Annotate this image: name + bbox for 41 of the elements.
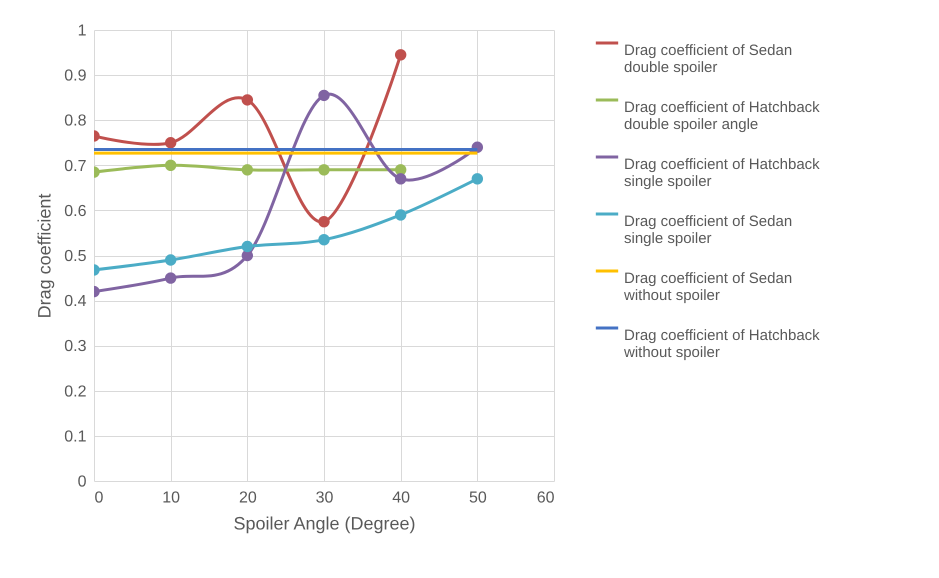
y-tick-label: 0.8 bbox=[64, 112, 87, 130]
point bbox=[242, 240, 254, 252]
legend-label: Drag coefficient of Sedan double spoiler bbox=[624, 42, 792, 76]
point bbox=[318, 164, 330, 176]
x-tick-label: 0 bbox=[94, 490, 104, 506]
y-tick-label: 0 bbox=[78, 474, 87, 490]
point bbox=[318, 234, 330, 246]
legend-label: Drag coefficient of Hatchback without spoiler bbox=[623, 327, 820, 361]
point bbox=[164, 272, 176, 284]
legend-label: Drag coefficient of Sedan without spoiler bbox=[623, 270, 792, 304]
point bbox=[242, 94, 254, 106]
point bbox=[394, 49, 406, 60]
y-axis-title: Drag coefficient bbox=[34, 194, 54, 318]
y-tick-label: 0.5 bbox=[64, 248, 87, 265]
point bbox=[164, 137, 176, 148]
y-tick-label: 0.1 bbox=[64, 428, 87, 446]
y-tick-label: 0.7 bbox=[64, 158, 87, 175]
y-tick-label: 0.6 bbox=[64, 202, 87, 220]
x-tick-label: 50 bbox=[468, 490, 487, 506]
y-tick-label: 0.9 bbox=[64, 68, 87, 85]
y-tick-label: 0.4 bbox=[64, 293, 87, 310]
legend-label: Drag coefficient of Hatchback double spoiler angle bbox=[624, 99, 820, 133]
y-tick-label: 0.3 bbox=[64, 338, 87, 356]
legend-label: Drag coefficient of Hatchback single spoiler bbox=[624, 156, 820, 190]
point bbox=[164, 254, 176, 266]
y-tick-label: 1 bbox=[78, 22, 87, 40]
point bbox=[242, 164, 254, 176]
x-tick-label: 10 bbox=[162, 490, 180, 506]
x-tick-label: 20 bbox=[238, 490, 257, 506]
x-tick-label: 60 bbox=[536, 490, 555, 506]
point bbox=[318, 216, 330, 228]
y-tick-label: 0.2 bbox=[64, 383, 87, 400]
point bbox=[318, 90, 330, 102]
x-tick-label: 40 bbox=[392, 490, 410, 506]
point bbox=[472, 173, 484, 185]
x-tick-label: 30 bbox=[316, 490, 334, 506]
point bbox=[394, 209, 406, 221]
point bbox=[394, 173, 406, 185]
legend-label: Drag coefficient of Sedan single spoiler bbox=[624, 213, 792, 247]
point bbox=[164, 160, 176, 171]
x-axis-title: Spoiler Angle (Degree) bbox=[233, 514, 416, 534]
